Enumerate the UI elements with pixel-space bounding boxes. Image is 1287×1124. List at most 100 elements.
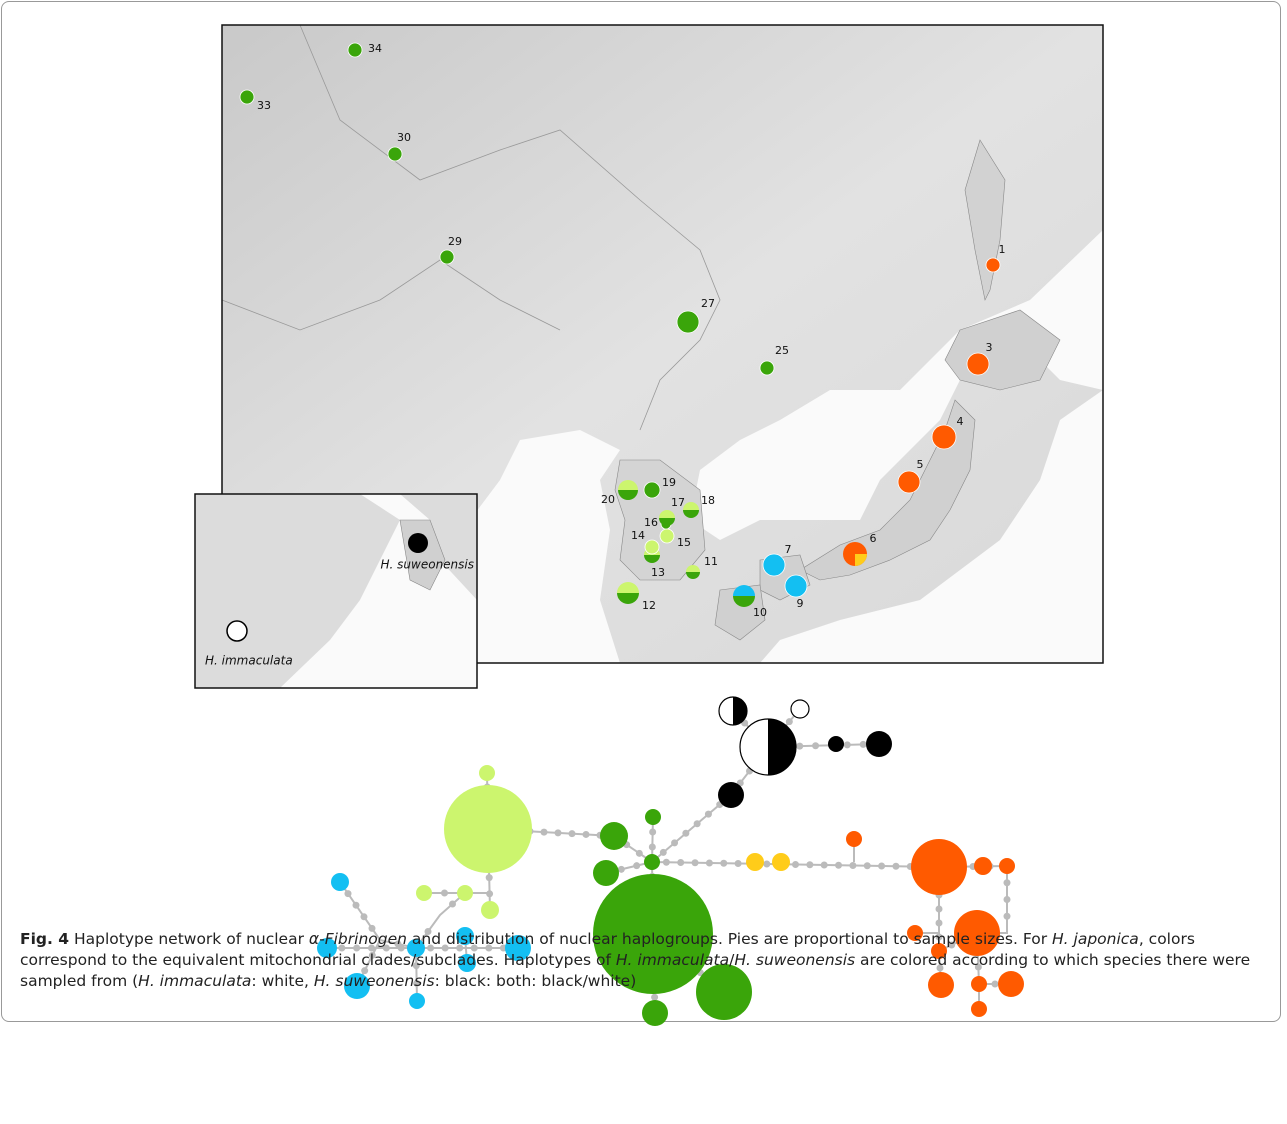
median-vector <box>633 862 640 869</box>
caption-label: Fig. 4 <box>20 930 69 948</box>
haplotype <box>593 860 619 886</box>
median-vector <box>878 863 885 870</box>
median-vector <box>1004 913 1011 920</box>
median-vector <box>651 994 658 1001</box>
site-label: 7 <box>785 543 792 556</box>
site-pie <box>763 554 785 576</box>
median-vector <box>555 829 562 836</box>
median-vector <box>849 862 856 869</box>
median-vector <box>361 913 368 920</box>
caption-text: α-Fibrinogen <box>309 930 407 948</box>
site-label: 16 <box>644 516 658 529</box>
haplotype <box>999 858 1015 874</box>
site-label: 33 <box>257 99 271 112</box>
site-label: 19 <box>662 476 676 489</box>
median-vector <box>860 741 867 748</box>
caption-text: : black: both: black/white) <box>435 972 637 990</box>
median-vector <box>763 861 770 868</box>
haplotype <box>457 885 473 901</box>
site-label: 15 <box>677 536 691 549</box>
median-vector <box>636 850 643 857</box>
median-vector <box>353 902 360 909</box>
site-label: 30 <box>397 131 411 144</box>
median-vector <box>583 831 590 838</box>
site-pie <box>932 425 956 449</box>
site-label: 29 <box>448 235 462 248</box>
median-vector <box>449 901 456 908</box>
pie-slice <box>768 719 796 775</box>
haplotype <box>416 885 432 901</box>
median-vector <box>1004 879 1011 886</box>
site-pie <box>440 250 454 264</box>
median-vector <box>705 811 712 818</box>
median-vector <box>694 820 701 827</box>
haplotype <box>974 857 992 875</box>
caption-text: H. suweonensis <box>314 972 435 990</box>
median-vector <box>677 859 684 866</box>
median-vector <box>663 859 670 866</box>
inset: H. suweonensis H. immaculata <box>195 494 477 688</box>
haplotype <box>479 765 495 781</box>
haplotype <box>444 785 532 873</box>
median-vector <box>786 718 793 725</box>
haplotype <box>828 736 844 752</box>
median-vector <box>345 890 352 897</box>
caption-text: and distribution of nuclear haplogroups.… <box>407 930 1052 948</box>
site-pie <box>240 90 254 104</box>
site-label: 5 <box>917 458 924 471</box>
pie-slice <box>719 697 733 725</box>
site-label: 20 <box>601 493 615 506</box>
pie-slice <box>740 719 768 775</box>
site-label: 25 <box>775 344 789 357</box>
median-vector <box>936 906 943 913</box>
site-pie <box>785 575 807 597</box>
site-pie <box>677 311 699 333</box>
caption-text: H. immaculata <box>138 972 251 990</box>
median-vector <box>806 861 813 868</box>
haplotype <box>746 853 764 871</box>
site-label: 11 <box>704 555 718 568</box>
site-label: 10 <box>753 606 767 619</box>
site-label: 34 <box>368 42 382 55</box>
site-pie <box>644 482 660 498</box>
median-vector <box>735 860 742 867</box>
median-vector <box>649 844 656 851</box>
median-vector <box>812 742 819 749</box>
haplotype <box>645 809 661 825</box>
median-vector <box>671 839 678 846</box>
caption-text: Haplotype network of nuclear <box>69 930 309 948</box>
site-pie <box>660 529 674 543</box>
caption-text: H. immaculata <box>616 951 729 969</box>
haplotype <box>791 700 809 718</box>
site-pie <box>898 471 920 493</box>
site-pie <box>967 353 989 375</box>
caption-text: H. japonica <box>1052 930 1139 948</box>
species-label: H. suweonensis <box>381 558 474 572</box>
median-vector <box>649 829 656 836</box>
haplotype <box>971 1001 987 1017</box>
caption: Fig. 4 Haplotype network of nuclear α-Fi… <box>20 929 1270 992</box>
site-pie <box>645 540 659 554</box>
species-point <box>227 621 247 641</box>
site-label: 9 <box>797 597 804 610</box>
haplotype <box>644 854 660 870</box>
median-vector <box>864 862 871 869</box>
species-label: H. immaculata <box>205 654 293 668</box>
median-vector <box>569 830 576 837</box>
haplotype <box>481 901 499 919</box>
species-point <box>408 533 428 553</box>
median-vector <box>844 741 851 748</box>
median-vector <box>720 860 727 867</box>
haplotype <box>718 782 744 808</box>
median-vector <box>541 829 548 836</box>
haplotype <box>600 822 628 850</box>
page: H. suweonensis H. immaculata 34 33 30 29 27 2… <box>0 0 1287 1124</box>
site-label: 4 <box>957 415 964 428</box>
median-vector <box>821 862 828 869</box>
site-pie <box>388 147 402 161</box>
median-vector <box>706 860 713 867</box>
haplotype <box>409 993 425 1009</box>
site-label: 27 <box>701 297 715 310</box>
site-label: 13 <box>651 566 665 579</box>
median-vector <box>682 830 689 837</box>
